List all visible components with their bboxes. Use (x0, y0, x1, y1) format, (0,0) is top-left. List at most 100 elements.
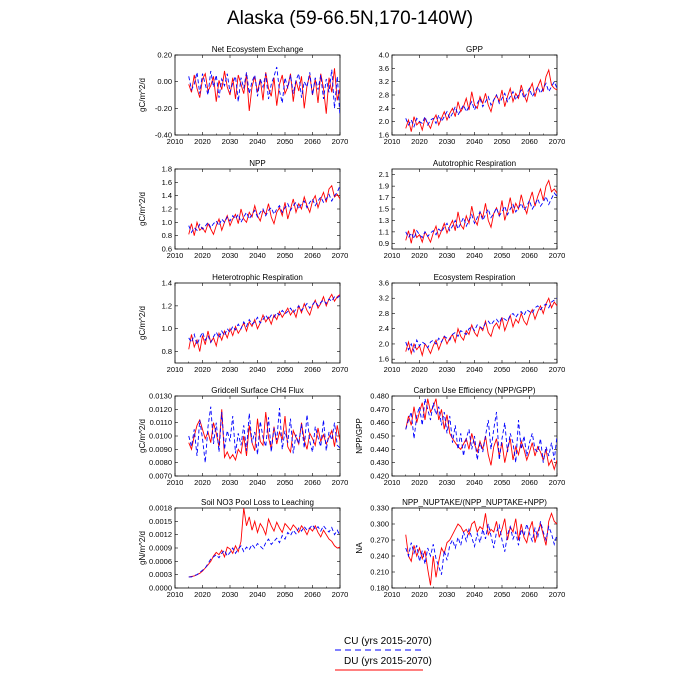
x-tick-label: 2020 (411, 137, 428, 146)
plot-frame (174, 507, 341, 589)
x-tick-label: 2060 (304, 251, 321, 260)
series-line-du (188, 409, 340, 462)
y-tick-label: 2.4 (379, 104, 389, 113)
x-tick-label: 2020 (411, 478, 428, 487)
y-tick-label: 1.6 (379, 131, 389, 140)
series-line-cu (405, 398, 557, 463)
x-tick-label: 2050 (494, 478, 511, 487)
plot-frame (174, 395, 341, 477)
plot-frame (391, 507, 558, 589)
x-tick-label: 2040 (466, 478, 483, 487)
x-tick-label: 2070 (332, 251, 349, 260)
series-line-du (405, 179, 557, 244)
chart-panel-5: Heterotrophic Respiration gC/m^2/d 2010 202… (138, 273, 348, 374)
series-line-cu (405, 521, 557, 575)
x-tick-label: 2030 (439, 251, 456, 260)
x-tick-label: 2040 (249, 365, 266, 374)
x-tick-label: 2020 (194, 251, 211, 260)
x-tick-label: 2040 (249, 251, 266, 260)
y-tick-label: 2.4 (379, 324, 389, 333)
series-line-cu (188, 406, 340, 463)
x-tick-label: 2070 (549, 365, 566, 374)
y-tick-label: 0.470 (370, 405, 389, 414)
series-line-cu (188, 185, 340, 234)
x-tick-label: 2050 (277, 478, 294, 487)
x-tick-label: 2060 (304, 478, 321, 487)
y-tick-label: 0.460 (370, 418, 389, 427)
y-tick-label: 0.0070 (149, 472, 172, 481)
x-tick-label: 2050 (277, 251, 294, 260)
y-tick-label: 2.0 (379, 339, 389, 348)
y-tick-label: 1.6 (162, 178, 172, 187)
x-tick-label: 2070 (549, 137, 566, 146)
x-tick-label: 2030 (439, 478, 456, 487)
plot-frame (391, 282, 558, 364)
x-tick-label: 2050 (494, 251, 511, 260)
y-tick-label: 0.300 (370, 520, 389, 529)
chart-panel-6: Ecosystem Respiration 2010 2020 2030 2040 205… (379, 273, 566, 374)
x-tick-label: 2060 (521, 590, 538, 599)
y-tick-label: 4.0 (379, 51, 389, 60)
y-axis-label: gN/m^2/d (138, 531, 147, 565)
legend-line-du (335, 669, 423, 671)
chart-panel-3: NPP gC/m^2/d 2010 2020 2030 2040 2050 2060 2070 0… (138, 159, 348, 260)
y-tick-label: 0.0006 (149, 557, 172, 566)
y-tick-label: 0.450 (370, 432, 389, 441)
y-axis-label: gC/m^2/d (138, 306, 147, 340)
y-tick-label: 0.430 (370, 458, 389, 467)
y-tick-label: 1.4 (162, 279, 172, 288)
x-tick-label: 2050 (494, 137, 511, 146)
panel-title: Carbon Use Efficiency (NPP/GPP) (413, 386, 535, 395)
x-tick-label: 2010 (384, 365, 401, 374)
y-tick-label: 0.20 (157, 51, 172, 60)
y-axis-label: NA (355, 542, 364, 554)
y-tick-label: 1.7 (379, 193, 389, 202)
y-tick-label: 0.420 (370, 472, 389, 481)
series-line-du (405, 398, 557, 471)
chart-panel-8: Carbon Use Efficiency (NPP/GPP) NPP/GPP 20… (355, 386, 565, 487)
y-tick-label: 0.0000 (149, 584, 172, 593)
y-axis-label: NPP/GPP (355, 418, 364, 454)
legend-label-cu: CU (yrs 2015-2070) (344, 636, 432, 647)
series-line-cu (405, 80, 557, 128)
x-tick-label: 2030 (222, 478, 239, 487)
x-tick-label: 2030 (222, 590, 239, 599)
x-tick-label: 2070 (332, 365, 349, 374)
y-tick-label: 0.0018 (149, 504, 172, 513)
y-axis-label: gC/m^2/d (138, 419, 147, 453)
y-tick-label: 2.0 (379, 117, 389, 126)
x-tick-label: 2020 (194, 365, 211, 374)
x-tick-label: 2030 (222, 365, 239, 374)
x-tick-label: 2030 (439, 590, 456, 599)
series-line-du (188, 68, 340, 114)
chart-panel-4: Autotrophic Respiration 2010 2020 2030 2040 2… (379, 159, 566, 260)
y-tick-label: 3.6 (379, 279, 389, 288)
x-tick-label: 2010 (167, 137, 184, 146)
x-tick-label: 2020 (411, 590, 428, 599)
series-line-cu (405, 192, 557, 240)
y-tick-label: 0.6 (162, 245, 172, 254)
panel-title: Soil NO3 Pool Loss to Leaching (201, 498, 314, 507)
x-tick-label: 2030 (222, 251, 239, 260)
x-tick-label: 2020 (194, 137, 211, 146)
x-tick-label: 2010 (167, 365, 184, 374)
y-tick-label: 0.330 (370, 504, 389, 513)
x-tick-label: 2050 (494, 365, 511, 374)
x-tick-label: 2050 (277, 365, 294, 374)
y-tick-label: -0.40 (155, 131, 172, 140)
x-tick-label: 2060 (304, 137, 321, 146)
y-tick-label: 0.0110 (150, 418, 172, 427)
y-tick-label: 1.8 (162, 165, 172, 174)
series-line-cu (188, 295, 340, 347)
y-tick-label: 1.3 (379, 216, 389, 225)
y-tick-label: 0.0012 (149, 530, 172, 539)
x-tick-label: 2010 (384, 251, 401, 260)
y-tick-label: 1.0 (162, 324, 172, 333)
panel-title: Heterotrophic Respiration (212, 273, 303, 282)
x-tick-label: 2060 (521, 478, 538, 487)
series-line-cu (405, 297, 557, 354)
chart-panel-9: Soil NO3 Pool Loss to Leaching gN/m^2/d 20… (138, 498, 348, 599)
y-tick-label: 0.0080 (149, 458, 172, 467)
x-tick-label: 2050 (494, 590, 511, 599)
x-tick-label: 2060 (304, 590, 321, 599)
